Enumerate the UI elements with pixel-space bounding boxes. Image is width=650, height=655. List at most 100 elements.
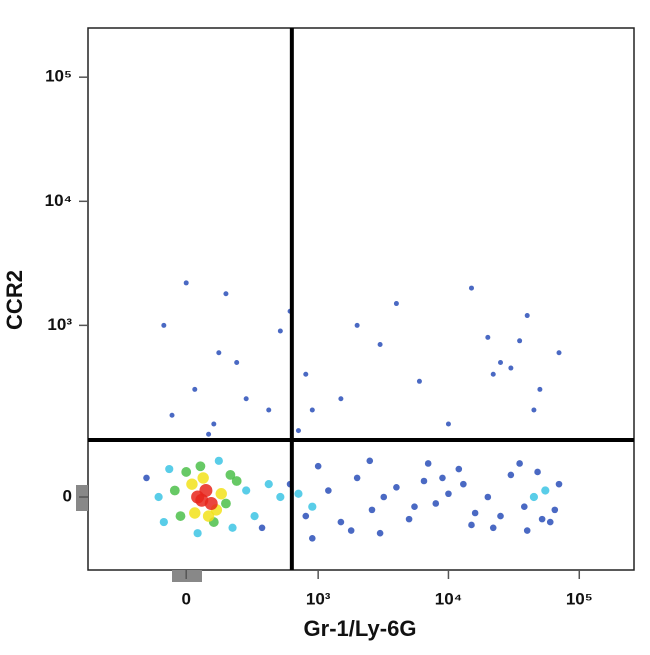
zero-marker	[172, 570, 202, 582]
event-dot	[258, 524, 266, 532]
event-dot	[366, 457, 374, 465]
event-dot	[169, 485, 180, 496]
event-dot	[221, 498, 231, 509]
event-dot	[186, 478, 198, 490]
event-dot	[445, 490, 452, 498]
event-dot	[411, 503, 418, 510]
event-dot	[216, 350, 222, 356]
event-dot	[377, 341, 383, 347]
event-dot	[195, 493, 209, 507]
event-dot	[517, 338, 523, 344]
event-dot	[309, 535, 316, 542]
event-dot	[215, 488, 227, 500]
event-dot	[546, 518, 554, 526]
event-dot	[534, 468, 541, 476]
y-axis-title: CCR2	[2, 270, 27, 330]
event-dot	[529, 492, 539, 502]
event-dot	[471, 509, 479, 517]
event-dot	[541, 486, 550, 495]
event-dot	[416, 378, 422, 384]
event-dot	[393, 301, 399, 307]
event-dot	[551, 506, 559, 514]
x-axis-title: Gr-1/Ly-6G	[304, 616, 417, 641]
event-dot	[181, 467, 192, 477]
y-tick-label: 10⁵	[45, 67, 72, 86]
event-dot	[516, 460, 523, 467]
event-dot	[242, 486, 251, 495]
event-dot	[225, 469, 236, 480]
event-dot	[197, 472, 209, 484]
event-dot	[485, 334, 491, 340]
plot-frame	[87, 27, 635, 571]
event-dot	[202, 510, 215, 522]
event-dot	[143, 474, 150, 482]
event-dot	[538, 515, 546, 523]
event-dot	[264, 480, 273, 489]
event-dot	[195, 461, 206, 472]
event-dot	[183, 280, 189, 286]
event-dot	[314, 462, 322, 470]
event-dot	[524, 313, 530, 319]
event-dot	[295, 428, 301, 434]
event-dot	[169, 412, 175, 418]
event-dot	[439, 474, 446, 482]
event-dot	[432, 500, 440, 507]
x-tick-label: 10⁵	[566, 589, 593, 608]
event-dot	[302, 512, 310, 520]
event-dot	[325, 487, 332, 494]
event-dot	[468, 521, 475, 529]
event-dot	[555, 480, 563, 488]
event-dot	[337, 518, 345, 526]
event-dot	[266, 407, 272, 413]
y-tick-label: 10³	[47, 315, 72, 334]
event-dot	[308, 502, 317, 511]
event-dot	[484, 493, 492, 501]
event-dot	[214, 456, 223, 465]
event-dot	[223, 291, 229, 297]
y-tick-label: 10⁴	[45, 191, 72, 210]
event-dot	[303, 371, 309, 377]
event-dot	[445, 421, 451, 427]
event-dot	[380, 493, 388, 501]
x-tick-label: 0	[181, 589, 190, 608]
event-dot	[250, 511, 259, 521]
event-dot	[294, 489, 303, 498]
event-dot	[520, 503, 528, 510]
event-dot	[368, 506, 376, 514]
event-dot	[192, 386, 198, 392]
event-dot	[338, 396, 344, 402]
event-dot	[234, 359, 240, 365]
event-dot	[420, 477, 428, 485]
event-dot	[154, 492, 163, 502]
event-dot	[276, 492, 285, 502]
event-dot	[354, 322, 360, 328]
event-dot	[497, 512, 504, 520]
event-dot	[353, 474, 361, 482]
x-tick-label: 10³	[306, 589, 331, 608]
event-dot	[189, 507, 201, 519]
event-dot	[556, 350, 562, 356]
event-dot	[508, 365, 514, 371]
event-dot	[347, 527, 355, 534]
y-tick-label: 0	[63, 486, 72, 505]
event-dot	[211, 421, 217, 427]
zero-marker	[76, 485, 88, 511]
event-dot	[206, 431, 212, 437]
x-tick-label: 10⁴	[435, 589, 462, 608]
event-dot	[228, 523, 237, 532]
event-dot	[498, 359, 504, 365]
event-dot	[405, 515, 413, 523]
event-dot	[159, 517, 168, 527]
event-dot	[193, 529, 202, 538]
event-dot	[507, 471, 515, 479]
event-dot	[376, 529, 384, 537]
event-dot	[277, 328, 283, 334]
event-dot	[460, 480, 467, 488]
event-dot	[523, 527, 531, 534]
event-dot	[393, 484, 400, 491]
event-dot	[231, 476, 242, 486]
event-dot	[490, 371, 496, 377]
event-dot	[489, 524, 497, 532]
event-dot	[424, 460, 432, 467]
